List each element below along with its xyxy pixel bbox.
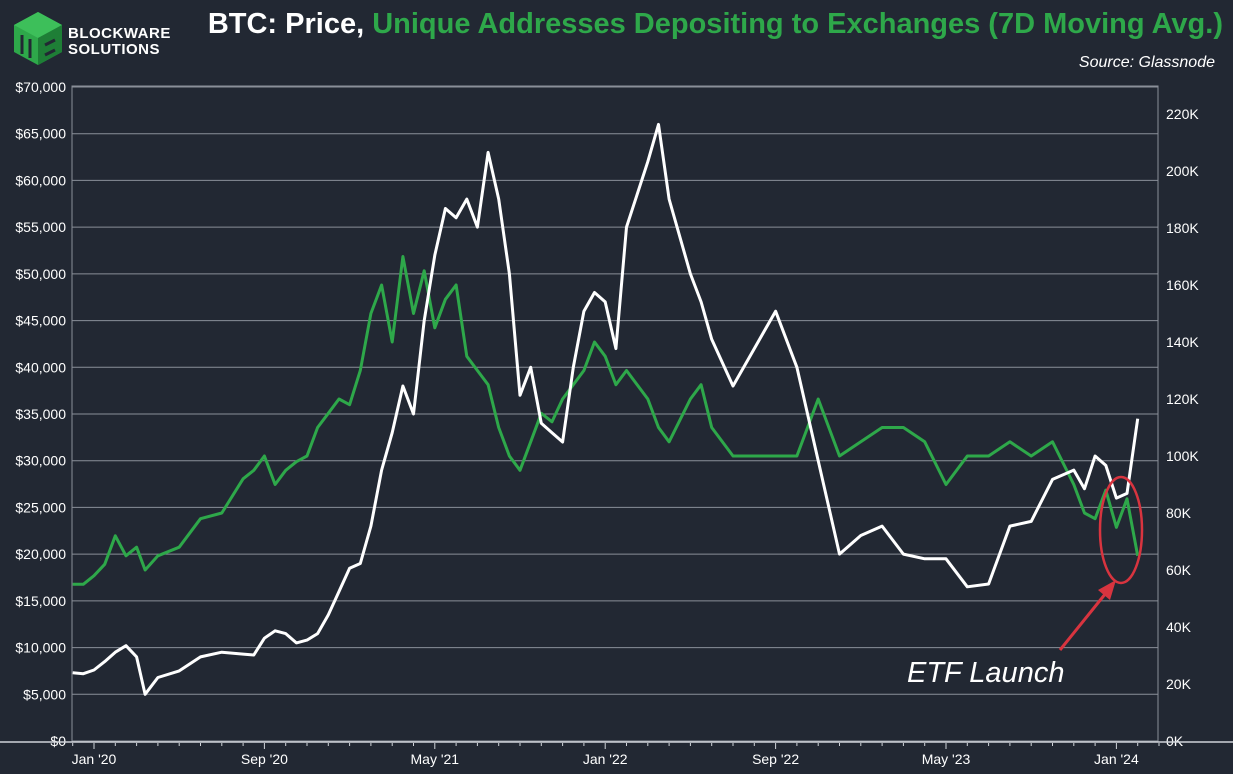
- price-line: [72, 122, 1140, 696]
- addresses-line: [72, 255, 1140, 586]
- etf-arrow-line: [1058, 587, 1112, 651]
- y-left-tick-label: $65,000: [15, 126, 66, 142]
- y-left-tick-label: $30,000: [15, 453, 66, 469]
- y-left-tick-label: $40,000: [15, 359, 66, 375]
- x-tick-label: Jan '20: [72, 751, 117, 767]
- y-left-tick-label: $35,000: [15, 406, 66, 422]
- brand-line2: SOLUTIONS: [68, 41, 161, 58]
- y-right-tick-label: 160K: [1166, 277, 1199, 293]
- etf-launch-label: ETF Launch: [907, 657, 1064, 689]
- x-tick-label: Jan '24: [1094, 751, 1139, 767]
- y-right-tick-label: 140K: [1166, 334, 1199, 350]
- chart-title: BTC: Price, Unique Addresses Depositing …: [208, 8, 1223, 41]
- title-addresses: Unique Addresses Depositing to Exchanges…: [372, 8, 1223, 40]
- y-right-tick-label: 200K: [1166, 163, 1199, 179]
- y-right-tick-label: 40K: [1166, 619, 1192, 635]
- x-tick-label: Jan '22: [583, 751, 628, 767]
- brand-line1: BLOCKWARE: [68, 25, 171, 42]
- y-left-tick-label: $15,000: [15, 593, 66, 609]
- y-right-tick-label: 80K: [1166, 505, 1192, 521]
- brand-name: BLOCKWARE SOLUTIONS: [68, 26, 171, 58]
- y-left-tick-label: $70,000: [15, 79, 66, 95]
- y-left-tick-label: $0: [50, 733, 66, 749]
- x-tick-label: Sep '22: [752, 751, 799, 767]
- y-left-tick-label: $45,000: [15, 313, 66, 329]
- y-right-tick-label: 0K: [1166, 733, 1184, 749]
- y-left-tick-label: $10,000: [15, 640, 66, 656]
- etf-arrow-head: [1098, 580, 1116, 600]
- y-right-tick-label: 180K: [1166, 220, 1199, 236]
- x-tick-label: May '23: [922, 751, 971, 767]
- y-left-tick-label: $25,000: [15, 499, 66, 515]
- x-tick-label: Sep '20: [241, 751, 288, 767]
- source-label: Source: Glassnode: [1078, 54, 1215, 71]
- y-left-tick-label: $60,000: [15, 172, 66, 188]
- y-right-tick-label: 60K: [1166, 562, 1192, 578]
- y-left-tick-label: $55,000: [15, 219, 66, 235]
- etf-launch-circle: [1098, 475, 1144, 585]
- cube-logo-icon: [14, 12, 62, 65]
- y-left-tick-label: $5,000: [23, 686, 66, 702]
- y-right-tick-label: 100K: [1166, 448, 1199, 464]
- y-right-tick-label: 120K: [1166, 391, 1199, 407]
- y-right-tick-label: 220K: [1166, 106, 1199, 122]
- y-left-tick-label: $20,000: [15, 546, 66, 562]
- x-tick-label: May '21: [411, 751, 460, 767]
- y-left-tick-label: $50,000: [15, 266, 66, 282]
- title-price: BTC: Price,: [207, 8, 373, 40]
- y-right-tick-label: 20K: [1166, 676, 1192, 692]
